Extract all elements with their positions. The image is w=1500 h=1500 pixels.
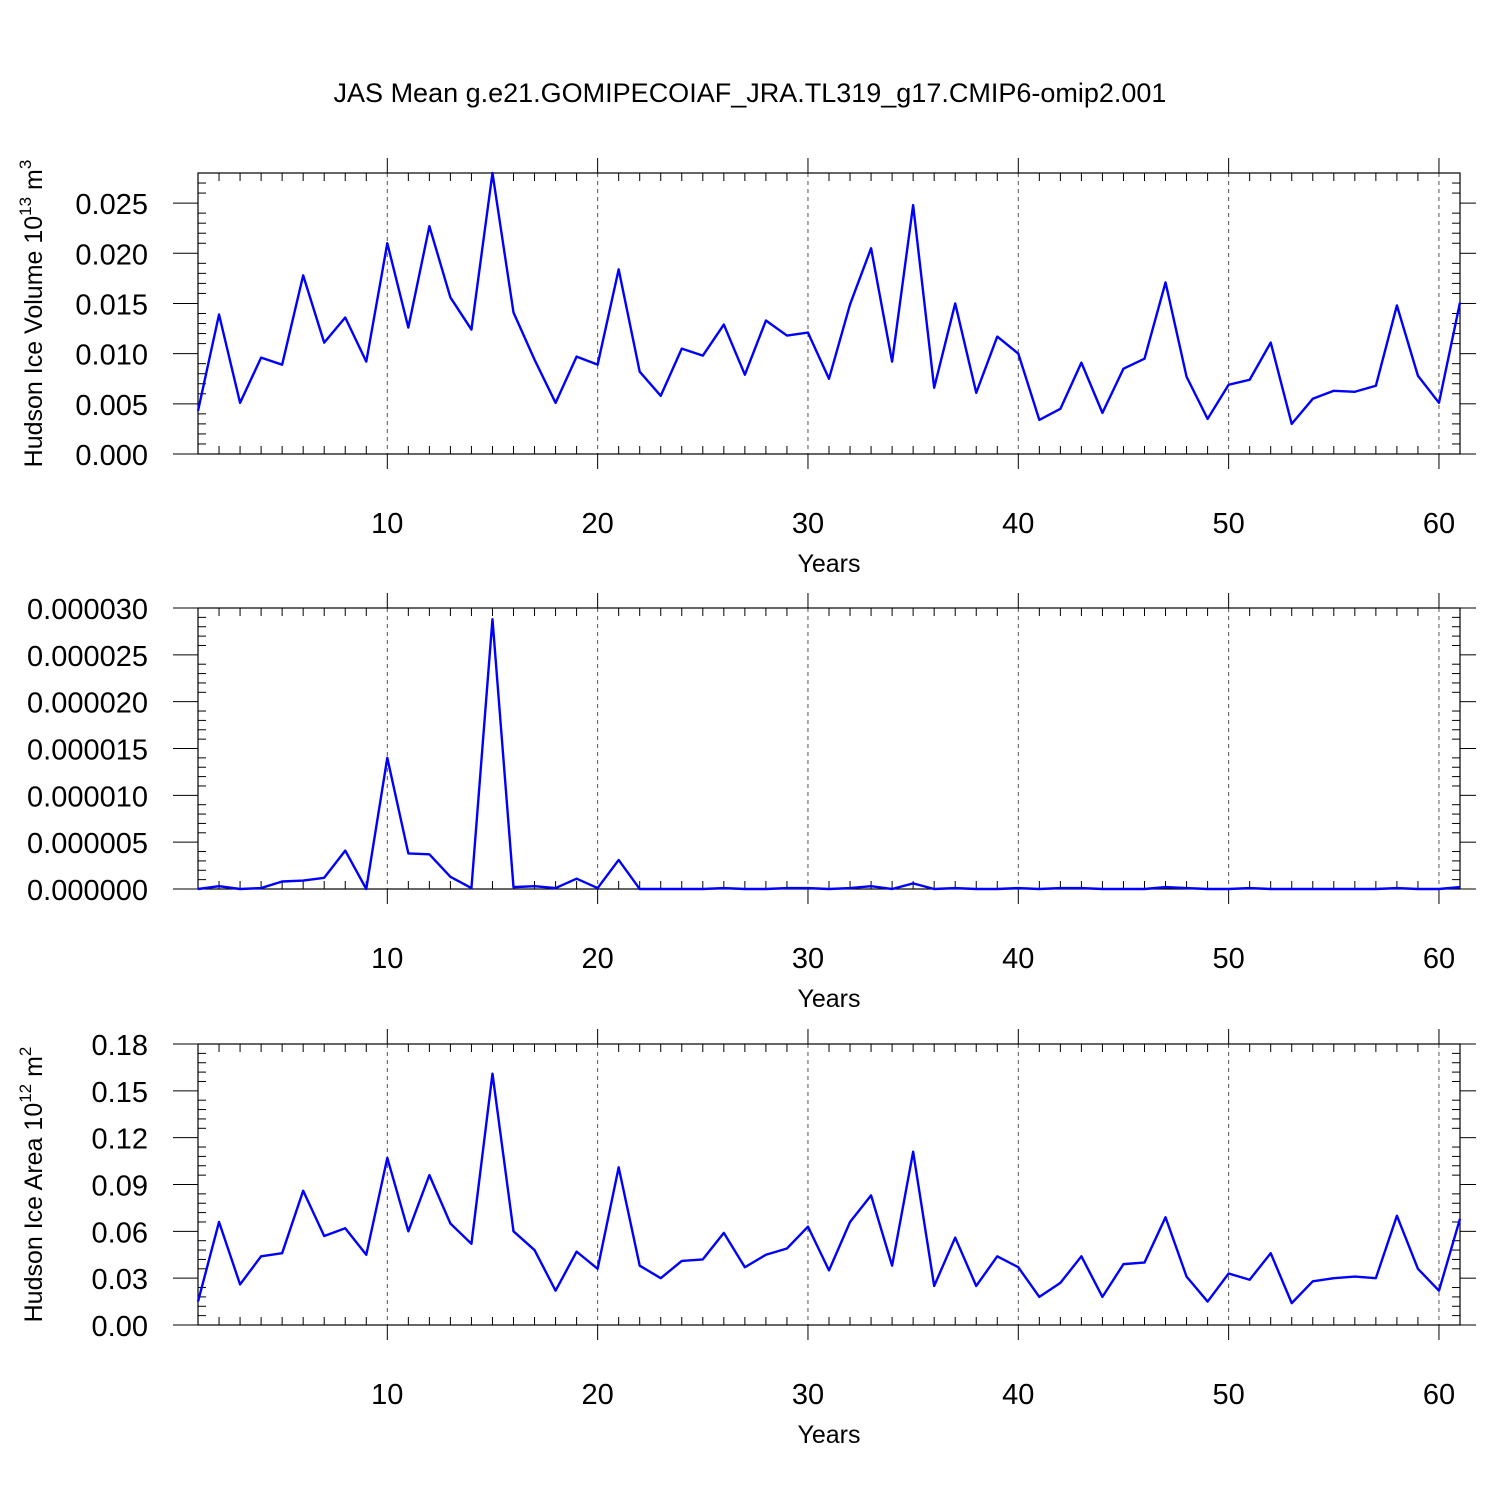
- chart-panel-3: 10 20 30 40 50 60 0.00 0.03 0.06 0.09 0.12 0.15 0.18…: [16, 1029, 1476, 1449]
- x-tick-label: 30: [792, 943, 824, 975]
- x-tick-label: 40: [1002, 508, 1034, 540]
- y-tick-label: 0.00: [92, 1311, 148, 1343]
- y-axis-label-text: Hudson Ice Volume 10: [20, 216, 48, 468]
- x-tick-label: 20: [582, 1379, 614, 1411]
- y-axis-label-exponent: 13: [16, 197, 35, 216]
- y-tick-label: 0.000030: [27, 594, 148, 626]
- y-axis-label-exponent: 12: [16, 1084, 35, 1103]
- x-tick-label: 60: [1423, 1379, 1455, 1411]
- series-line: [196, 171, 1462, 426]
- y-tick-label: 0.03: [92, 1264, 148, 1296]
- x-tick-label: 50: [1213, 1379, 1245, 1411]
- y-tick-label: 0.12: [92, 1124, 148, 1156]
- y-tick-label: 0.15: [92, 1077, 148, 1109]
- y-tick-label: 0.09: [92, 1171, 148, 1203]
- x-axis-label: Years: [797, 985, 860, 1013]
- y-axis-label: Hudson Ice Volume 1013 m3: [16, 160, 48, 468]
- y-tick-label: 0.000005: [27, 828, 148, 860]
- y-tick-label: 0.000015: [27, 735, 148, 767]
- x-tick-label: 60: [1423, 508, 1455, 540]
- y-tick-label: 0.000: [75, 440, 148, 472]
- y-tick-label: 0.005: [75, 390, 148, 422]
- y-tick-label: 0.020: [75, 239, 148, 271]
- figure-title: JAS Mean g.e21.GOMIPECOIAF_JRA.TL319_g17…: [334, 78, 1167, 108]
- x-axis-label: Years: [797, 550, 860, 578]
- x-tick-label: 40: [1002, 1379, 1034, 1411]
- x-tick-label: 30: [792, 1379, 824, 1411]
- y-axis-label-text: Hudson Ice Area 10: [20, 1103, 48, 1323]
- x-tick-label: 10: [371, 943, 403, 975]
- y-tick-label: 0.000020: [27, 688, 148, 720]
- chart-panel-1: 10 20 30 40 50 60 0.000 0.005 0.010 0.015 0.020 0.0…: [16, 158, 1476, 578]
- y-tick-label: 0.015: [75, 289, 148, 321]
- series-line: [196, 1072, 1462, 1305]
- x-tick-label: 10: [371, 1379, 403, 1411]
- y-tick-label: 0.000025: [27, 641, 148, 673]
- y-axis-label-unit-exponent: 3: [16, 160, 35, 169]
- y-tick-label: 0.18: [92, 1030, 148, 1062]
- series-line: [197, 618, 1461, 891]
- y-tick-label: 0.025: [75, 189, 148, 221]
- x-tick-label: 30: [792, 508, 824, 540]
- x-tick-label: 10: [371, 508, 403, 540]
- x-tick-label: 20: [582, 508, 614, 540]
- x-tick-label: 50: [1213, 943, 1245, 975]
- y-tick-label: 0.000000: [27, 875, 148, 907]
- y-tick-label: 0.000010: [27, 781, 148, 813]
- y-axis-label-unit-exponent: 2: [16, 1047, 35, 1056]
- y-axis-label: Hudson Ice Area 1012 m2: [16, 1047, 48, 1323]
- chart-panels: 10 20 30 40 50 60 0.000 0.005 0.010 0.015 0.020 0.0…: [16, 158, 1476, 1449]
- plot-frame: [197, 1043, 1461, 1326]
- y-tick-label: 0.06: [92, 1217, 148, 1249]
- y-tick-label: 0.010: [75, 340, 148, 372]
- y-axis-label-unit: m: [20, 169, 48, 197]
- x-axis-label: Years: [797, 1421, 860, 1449]
- x-tick-label: 20: [582, 943, 614, 975]
- x-tick-label: 50: [1213, 508, 1245, 540]
- chart-panel-2: 10 20 30 40 50 60 0.000000 0.000005 0.000010 0.00…: [27, 593, 1476, 1013]
- x-tick-label: 40: [1002, 943, 1034, 975]
- y-axis-label-unit: m: [20, 1056, 48, 1084]
- x-tick-label: 60: [1423, 943, 1455, 975]
- plot-frame: [197, 172, 1461, 455]
